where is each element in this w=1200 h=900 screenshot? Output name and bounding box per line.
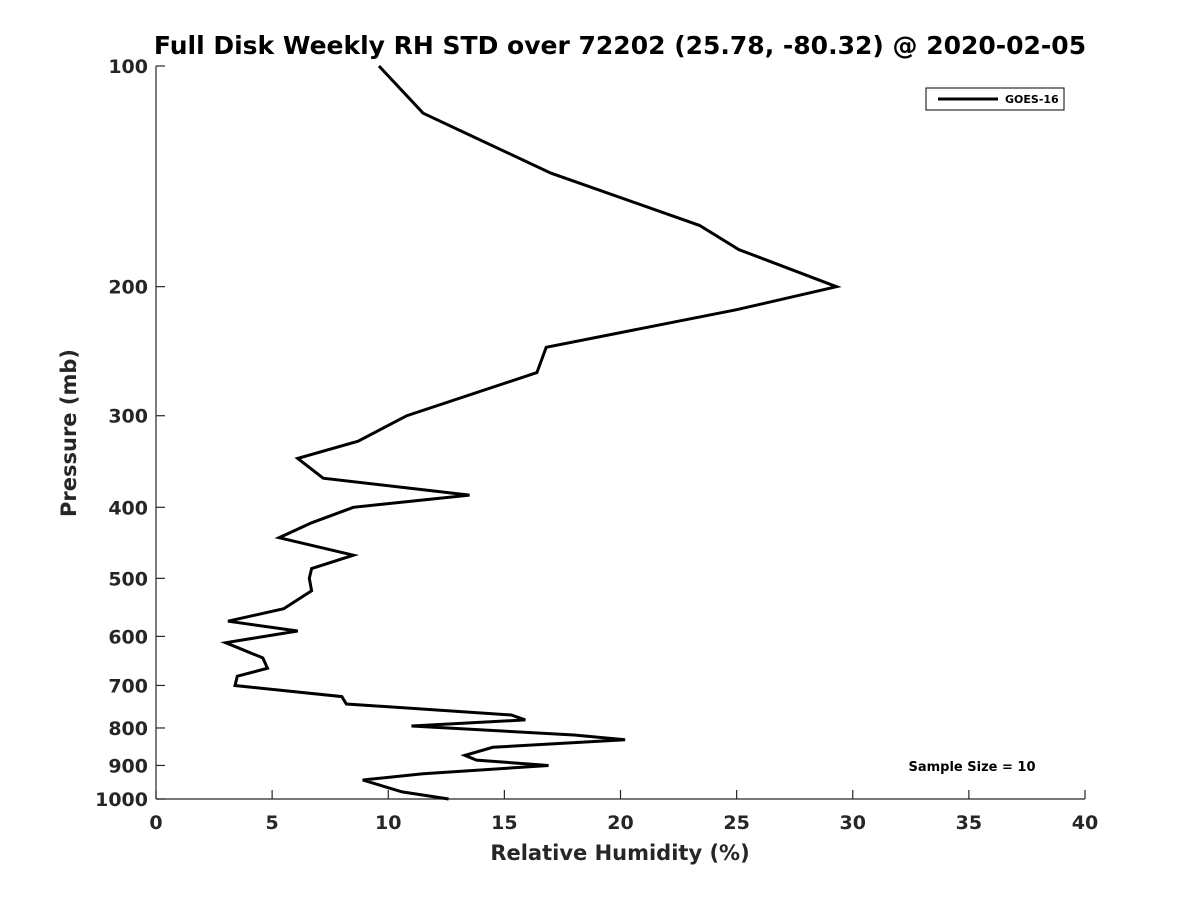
- y-axis-ticks: 100 200 300 400 500 600 700 800 900 1000: [95, 56, 165, 811]
- x-tick-label: 10: [375, 812, 401, 834]
- y-tick-label: 100: [108, 56, 148, 78]
- y-tick-label: 600: [108, 626, 148, 648]
- y-tick-label: 800: [108, 718, 148, 740]
- y-tick-label: 700: [108, 675, 148, 697]
- x-tick-label: 15: [491, 812, 517, 834]
- chart-title: Full Disk Weekly RH STD over 72202 (25.7…: [154, 31, 1086, 60]
- sample-size-annotation: Sample Size = 10: [908, 760, 1035, 775]
- axes: [155, 66, 1085, 800]
- y-tick-label: 400: [108, 497, 148, 519]
- x-tick-label: 30: [840, 812, 866, 834]
- y-axis-label: Pressure (mb): [57, 349, 81, 517]
- y-tick-label: 1000: [95, 789, 148, 811]
- y-tick-label: 900: [108, 755, 148, 777]
- x-tick-label: 40: [1072, 812, 1098, 834]
- x-tick-label: 0: [149, 812, 162, 834]
- series-group: [220, 64, 842, 801]
- x-tick-label: 5: [266, 812, 279, 834]
- y-tick-label: 500: [108, 568, 148, 590]
- y-tick-label: 300: [108, 406, 148, 428]
- x-tick-label: 35: [956, 812, 982, 834]
- x-axis-ticks: 0 5 10 15 20 25 30 35 40: [149, 790, 1098, 834]
- x-axis-label: Relative Humidity (%): [490, 841, 749, 865]
- series-line-goes-16: [220, 64, 842, 801]
- x-tick-label: 25: [723, 812, 749, 834]
- y-tick-label: 200: [108, 277, 148, 299]
- legend: GOES-16: [925, 87, 1065, 111]
- legend-label-goes-16: GOES-16: [1005, 93, 1059, 106]
- x-tick-label: 20: [607, 812, 633, 834]
